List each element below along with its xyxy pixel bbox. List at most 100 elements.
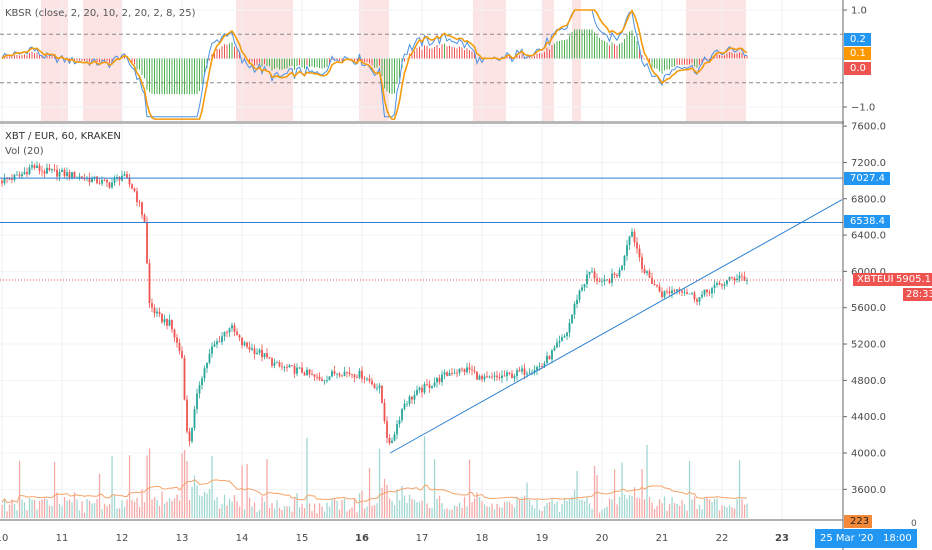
volume-bar: [503, 501, 506, 518]
volume-bar: [208, 489, 211, 518]
indicator-legend[interactable]: KBSR (close, 2, 20, 10, 2, 20, 2, 8, 25): [5, 8, 196, 19]
histogram-bar: [171, 58, 173, 95]
time-axis-label: 21: [656, 533, 669, 544]
histogram-bar: [324, 58, 325, 68]
histogram-bar: [329, 58, 330, 64]
hline-2-badge: 6538.4: [844, 215, 890, 228]
volume-bar: [371, 505, 373, 518]
time-axis-label: 12: [116, 533, 129, 544]
candle-body: [648, 271, 651, 278]
candle-body: [323, 380, 326, 382]
histogram-bar: [589, 29, 590, 59]
candle-body: [356, 377, 358, 379]
volume-bar: [536, 499, 538, 518]
candle-body: [396, 424, 398, 435]
volume-bar: [191, 486, 193, 518]
volume-bar: [361, 490, 363, 518]
candle-body: [321, 379, 323, 381]
histogram-bar: [84, 58, 85, 61]
candle-body: [341, 375, 343, 377]
volume-bar: [188, 500, 191, 518]
volume-bar: [486, 506, 488, 518]
candle-body: [51, 169, 53, 171]
histogram-bar: [536, 53, 538, 59]
candle-body: [483, 376, 486, 380]
volume-bar: [256, 512, 258, 518]
symbol-legend[interactable]: XBT / EUR, 60, KRAKEN: [5, 131, 121, 142]
volume-bar: [158, 505, 161, 518]
volume-bar: [66, 500, 68, 518]
volume-bar: [673, 502, 676, 518]
volume-bar: [423, 436, 426, 518]
candle-body: [208, 353, 211, 363]
candle-body: [441, 374, 443, 383]
highlight-band: [542, 0, 554, 122]
histogram-bar: [571, 32, 573, 59]
candle-body: [468, 367, 471, 370]
volume-bars: [1, 436, 748, 518]
volume-bar: [83, 512, 86, 518]
candle-body: [503, 375, 506, 377]
histogram-bar: [579, 29, 580, 59]
histogram-bar: [596, 35, 598, 59]
candle-body: [38, 165, 41, 171]
volume-bar: [641, 469, 643, 518]
volume-bar: [608, 498, 611, 518]
candle-body: [696, 299, 698, 302]
histogram-bar: [606, 42, 608, 59]
histogram-bar: [156, 58, 158, 95]
volume-bar: [441, 502, 443, 518]
histogram-bar: [541, 53, 543, 59]
histogram-bar: [561, 39, 563, 59]
time-axis-label: 17: [416, 533, 429, 544]
price-axis-label: 7600.0: [851, 122, 886, 133]
candle-body: [666, 291, 668, 293]
histogram-bar: [76, 58, 78, 61]
time-axis-label: 16: [355, 533, 369, 544]
volume-bar: [133, 501, 136, 518]
highlight-band: [572, 0, 581, 122]
candle-body: [583, 284, 586, 288]
volume-bar: [398, 500, 401, 518]
volume-bar: [173, 498, 176, 518]
histogram-bar: [609, 45, 610, 59]
candle-body: [663, 291, 666, 297]
histogram-bar: [741, 53, 743, 59]
volume-bar: [563, 498, 566, 518]
candle-body: [501, 375, 503, 379]
histogram-bar: [144, 58, 145, 79]
candle-body: [388, 437, 391, 444]
volume-bar: [53, 461, 56, 518]
volume-bar: [238, 506, 241, 518]
volume-bar: [73, 492, 76, 518]
histogram-bar: [416, 48, 418, 59]
histogram-bar: [531, 56, 533, 59]
histogram-bar: [249, 58, 250, 63]
volume-bar: [68, 499, 71, 518]
volume-bar: [323, 511, 326, 518]
histogram-bar: [464, 50, 465, 59]
histogram-bar: [289, 58, 290, 67]
histogram-bar: [696, 58, 698, 68]
volume-bar: [471, 502, 473, 518]
volume-legend[interactable]: Vol (20): [5, 146, 44, 157]
candle-body: [541, 366, 543, 368]
volume-zero-label: 0: [911, 519, 917, 529]
last-price-badge: 5905.1: [893, 273, 932, 286]
candle-body: [668, 291, 671, 294]
countdown-badge: 28:33: [903, 288, 932, 301]
volume-bar: [528, 499, 531, 518]
volume-bar: [483, 504, 486, 518]
time-axis-label: 11: [56, 533, 69, 544]
histogram-bar: [621, 42, 623, 59]
candle-body: [236, 331, 238, 336]
histogram-bar: [519, 55, 520, 59]
candle-body: [26, 172, 28, 175]
volume-bar: [648, 497, 651, 518]
candle-body: [81, 176, 83, 179]
volume-bar: [708, 499, 711, 518]
volume-bar: [506, 501, 508, 518]
histogram-bar: [96, 58, 98, 62]
histogram-bar: [426, 45, 428, 59]
